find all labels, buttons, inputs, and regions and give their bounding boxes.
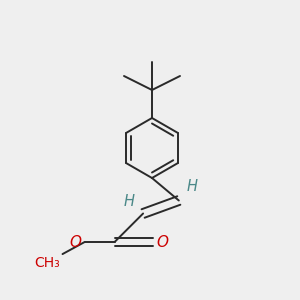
Text: CH₃: CH₃ bbox=[34, 256, 59, 270]
Text: O: O bbox=[70, 235, 82, 250]
Text: O: O bbox=[157, 235, 169, 250]
Text: H: H bbox=[187, 179, 198, 194]
Text: H: H bbox=[124, 194, 135, 209]
